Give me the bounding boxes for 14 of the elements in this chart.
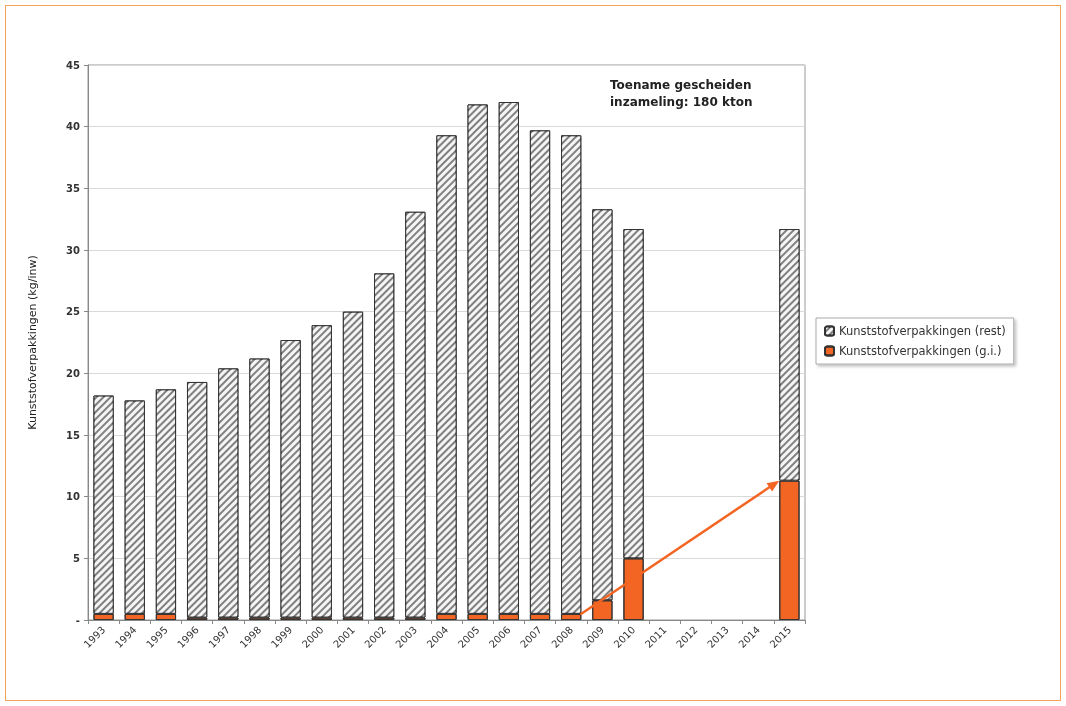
legend-label: Kunststofverpakkingen (rest) <box>839 324 1006 338</box>
y-tick-label: 25 <box>66 306 81 318</box>
y-axis-title: Kunststofverpakkingen (kg/inw) <box>26 255 39 430</box>
y-tick-label: 35 <box>66 182 81 194</box>
y-tick-label: - <box>75 614 80 626</box>
legend-label: Kunststofverpakkingen (g.i.) <box>839 344 1002 358</box>
y-tick-label: 30 <box>66 244 81 256</box>
y-tick-label: 15 <box>66 429 81 441</box>
annotation: Toename gescheiden inzameling: 180 kton <box>610 77 756 109</box>
y-tick-label: 20 <box>66 367 81 379</box>
y-tick-label: 45 <box>66 59 81 71</box>
y-tick-label: 10 <box>66 491 81 503</box>
y-tick-label: 5 <box>73 552 81 564</box>
y-tick-label: 40 <box>66 121 81 133</box>
